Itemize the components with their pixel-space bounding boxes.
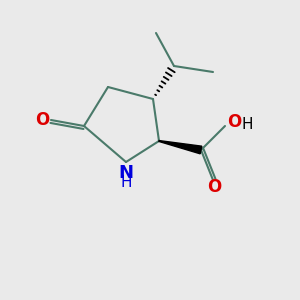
Text: H: H <box>120 175 132 190</box>
Text: H: H <box>242 117 253 132</box>
Polygon shape <box>159 141 202 154</box>
Text: N: N <box>118 164 134 182</box>
Text: O: O <box>35 111 50 129</box>
Text: O: O <box>227 113 242 131</box>
Text: O: O <box>207 178 222 196</box>
